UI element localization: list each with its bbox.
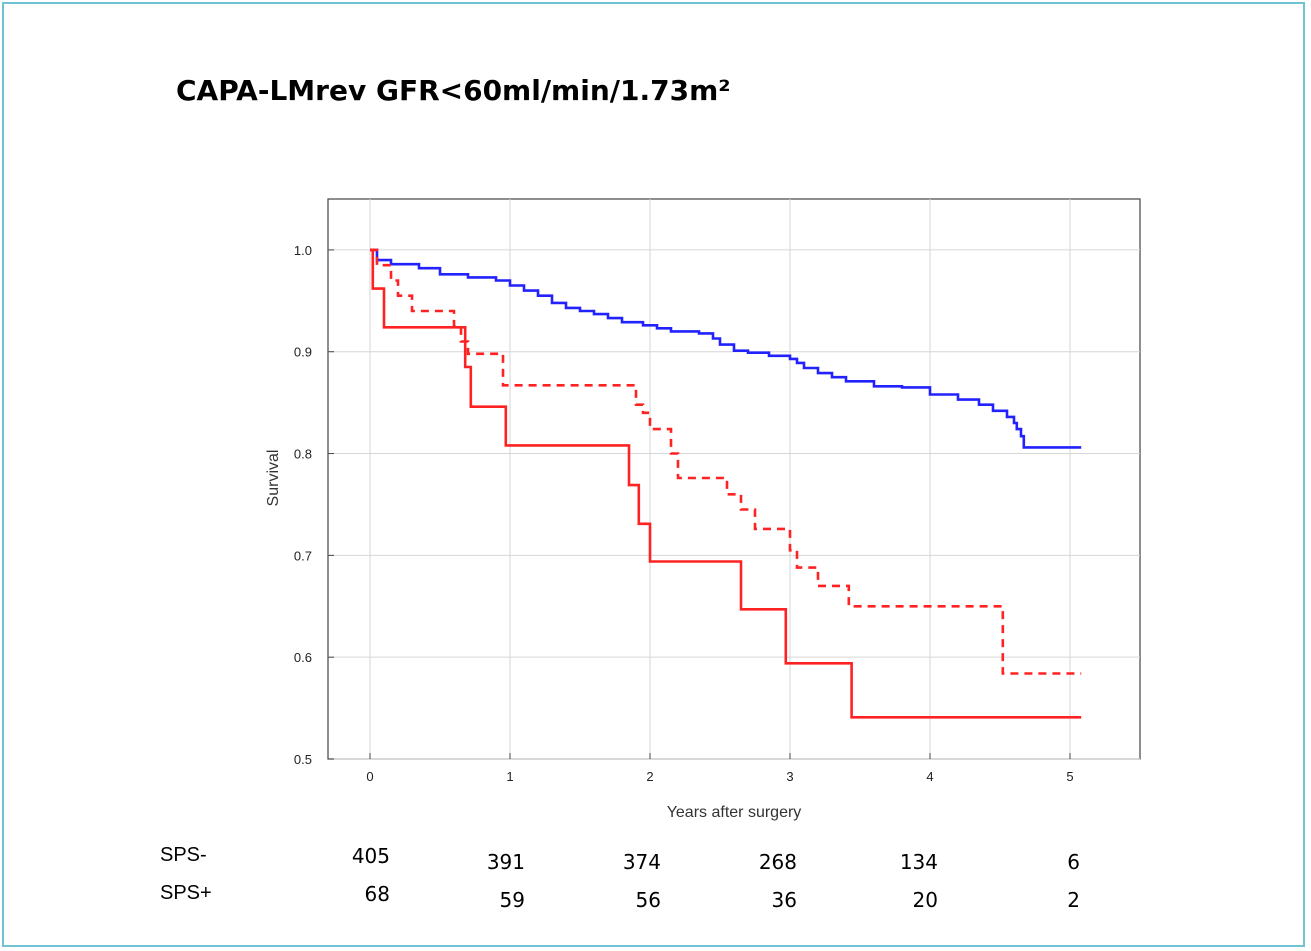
risk-value: 134 [899, 850, 938, 874]
y-axis-label: Survival [265, 450, 282, 507]
x-axis-label: Years after surgery [667, 804, 802, 821]
x-tick-label: 3 [786, 769, 793, 784]
chart-title: CAPA-LMrev GFR<60ml/min/1.73m² [176, 74, 731, 107]
x-tick-label: 5 [1066, 769, 1073, 784]
plot-area [327, 198, 1141, 760]
x-tick-label: 0 [366, 769, 373, 784]
y-tick-label: 0.5 [294, 752, 312, 767]
survival-curve-2 [370, 248, 1082, 719]
risk-value: 374 [622, 850, 661, 874]
risk-row-label: SPS- [160, 844, 207, 866]
x-tick-label: 1 [506, 769, 513, 784]
y-tick-label: 0.7 [294, 548, 312, 563]
risk-value: 2 [1067, 888, 1080, 912]
y-tick-label: 0.8 [294, 447, 312, 462]
x-tick-label: 4 [926, 769, 933, 784]
risk-value: 268 [758, 850, 797, 874]
survival-curve-0 [370, 248, 1082, 449]
risk-value: 59 [499, 888, 525, 912]
risk-value: 56 [635, 888, 661, 912]
risk-value: 36 [771, 888, 797, 912]
survival-curve-1 [370, 248, 1082, 675]
risk-value: 391 [486, 850, 525, 874]
risk-value: 20 [912, 888, 938, 912]
risk-value: 68 [364, 882, 390, 906]
risk-row-label: SPS+ [160, 882, 212, 904]
y-tick-label: 1.0 [294, 243, 312, 258]
risk-value: 405 [351, 844, 390, 868]
y-tick-label: 0.6 [294, 650, 312, 665]
risk-value: 6 [1067, 850, 1080, 874]
x-tick-label: 2 [646, 769, 653, 784]
y-tick-label: 0.9 [294, 345, 312, 360]
